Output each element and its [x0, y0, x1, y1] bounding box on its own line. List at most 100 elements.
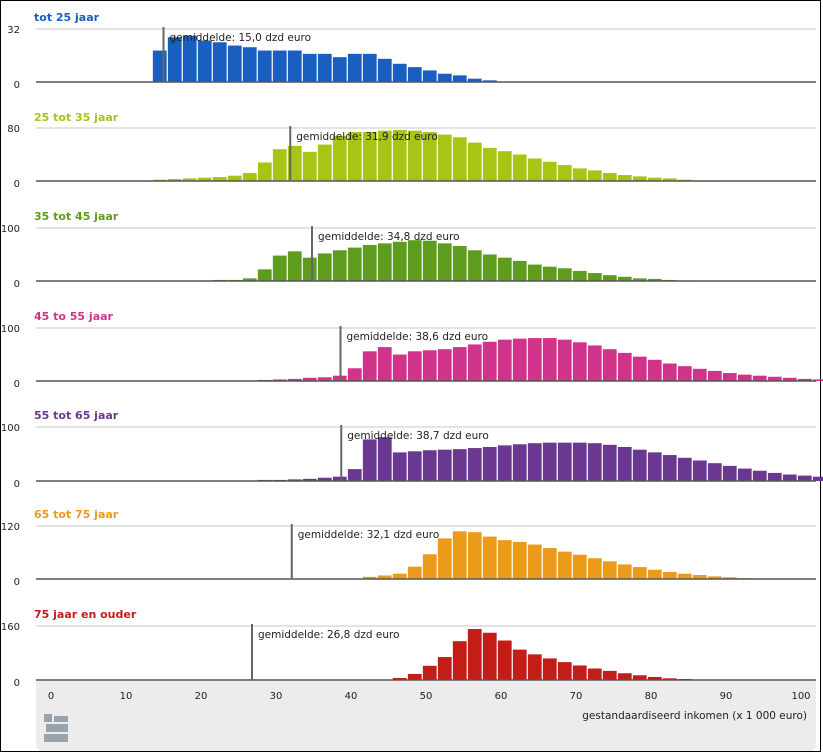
bar	[287, 145, 302, 181]
bar	[497, 339, 512, 381]
y-tick-label: 100	[1, 224, 20, 235]
bar	[257, 269, 272, 281]
bar	[377, 58, 392, 82]
bar	[287, 251, 302, 281]
bar	[677, 573, 692, 579]
bar	[572, 270, 587, 281]
bar	[392, 241, 407, 281]
cbs-logo-icon	[44, 714, 68, 742]
bar	[362, 53, 377, 82]
bar	[362, 131, 377, 181]
bar	[647, 452, 662, 481]
x-tick-label: 60	[495, 691, 508, 702]
bar	[482, 536, 497, 579]
bar	[377, 437, 392, 481]
bar	[797, 378, 812, 381]
bar	[812, 476, 823, 481]
bar	[317, 477, 332, 481]
bar	[527, 544, 542, 579]
mean-label: gemiddelde: 26,8 dzd euro	[258, 629, 400, 641]
bar	[152, 50, 167, 82]
bar	[527, 264, 542, 281]
bar	[617, 276, 632, 281]
bar	[617, 564, 632, 579]
bar	[737, 374, 752, 381]
bar	[407, 351, 422, 381]
bar	[482, 254, 497, 281]
bar	[722, 373, 737, 381]
bar	[242, 173, 257, 181]
bar	[512, 649, 527, 680]
mean-label: gemiddelde: 38,6 dzd euro	[347, 331, 489, 343]
bar	[272, 149, 287, 181]
bar	[617, 175, 632, 181]
bar	[332, 135, 347, 181]
bar	[377, 130, 392, 181]
bar	[362, 351, 377, 381]
bar	[467, 629, 482, 680]
bar	[392, 354, 407, 381]
bar	[737, 468, 752, 481]
bar	[482, 632, 497, 680]
bar	[407, 240, 422, 281]
bar	[632, 675, 647, 680]
bar	[317, 253, 332, 281]
bar	[302, 151, 317, 181]
bar	[287, 50, 302, 82]
y-tick-label: 0	[14, 479, 20, 490]
bar	[452, 641, 467, 680]
bar	[347, 368, 362, 381]
y-tick-label: 0	[14, 179, 20, 190]
bar	[452, 347, 467, 381]
panel-title: 55 tot 65 jaar	[34, 409, 119, 422]
bar	[182, 35, 197, 82]
bar	[242, 278, 257, 281]
bar	[317, 144, 332, 181]
bar	[422, 450, 437, 481]
bar	[647, 177, 662, 181]
bar	[167, 37, 182, 82]
bar	[557, 339, 572, 381]
bar	[587, 170, 602, 181]
bar	[287, 479, 302, 481]
bar	[542, 548, 557, 579]
bar	[647, 676, 662, 680]
bar	[257, 162, 272, 181]
bar	[392, 63, 407, 82]
bar	[632, 176, 647, 181]
panel-title: 65 tot 75 jaar	[34, 508, 119, 521]
x-tick-label: 80	[645, 691, 658, 702]
bar	[452, 246, 467, 281]
bar	[227, 45, 242, 82]
y-tick-label: 100	[1, 324, 20, 335]
bar	[632, 278, 647, 281]
bar	[542, 161, 557, 181]
bar	[527, 654, 542, 680]
bar	[557, 551, 572, 579]
bar	[602, 173, 617, 181]
bar	[422, 131, 437, 181]
bar	[347, 469, 362, 481]
bar	[437, 134, 452, 181]
bar	[512, 154, 527, 181]
x-tick-label: 30	[270, 691, 283, 702]
y-tick-label: 0	[14, 678, 20, 689]
mean-label: gemiddelde: 15,0 dzd euro	[170, 32, 312, 44]
bar	[512, 260, 527, 281]
bar	[752, 470, 767, 481]
bar	[587, 273, 602, 281]
mean-label: gemiddelde: 31,9 dzd euro	[296, 131, 438, 143]
bar	[767, 376, 782, 381]
bar	[452, 531, 467, 579]
bar	[422, 350, 437, 381]
bar	[347, 53, 362, 82]
bar	[422, 70, 437, 82]
bar	[332, 476, 347, 481]
bar	[632, 449, 647, 481]
x-tick-label: 40	[345, 691, 358, 702]
bar	[587, 443, 602, 481]
x-tick-label: 10	[120, 691, 133, 702]
bar	[782, 377, 797, 381]
bar	[557, 442, 572, 481]
